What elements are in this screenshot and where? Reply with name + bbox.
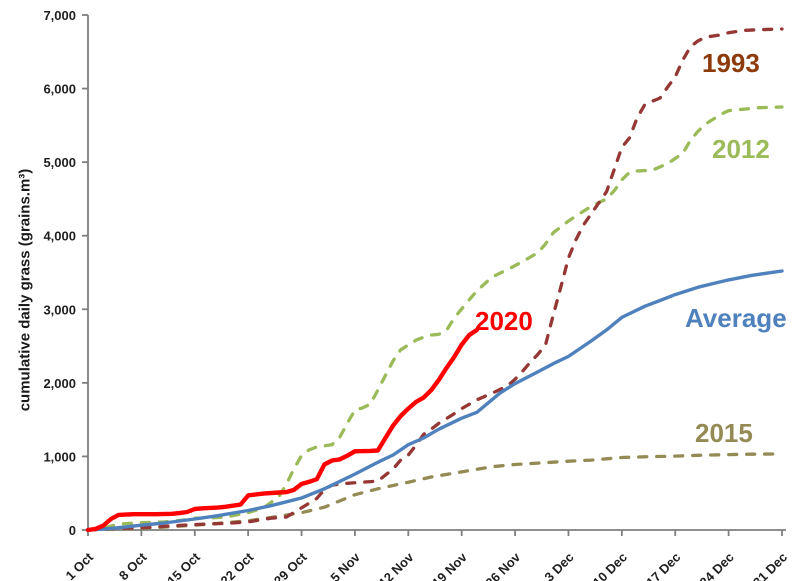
x-tick-label: 29 Oct [271,549,310,581]
x-tick-label: 19 Nov [429,549,470,581]
x-tick-label: 10 Dec [590,550,630,581]
series-label-1993: 1993 [702,48,760,78]
x-tick-label: 26 Nov [482,549,523,581]
x-tick-label: 5 Nov [327,549,363,581]
series-label-2020: 2020 [475,306,533,336]
axes-lines [87,15,786,531]
y-tick-label: 2,000 [43,376,76,391]
series-line-2020 [85,327,480,533]
x-tick-label: 8 Oct [116,549,150,581]
y-tick-label: 4,000 [43,229,76,244]
x-tick-label: 24 Dec [696,550,736,581]
series-label-2012: 2012 [712,134,770,164]
x-tick-label: 12 Nov [376,549,417,581]
x-tick-label: 17 Dec [643,550,683,581]
y-axis: 0 1,000 2,000 3,000 4,000 5,000 6,000 7,000 [43,8,88,538]
y-tick-label: 0 [69,523,76,538]
x-tick-label: 3 Dec [541,550,576,581]
y-tick-label: 3,000 [43,302,76,317]
y-tick-label: 5,000 [43,155,76,170]
series-line-average [86,269,784,532]
y-tick-label: 6,000 [43,82,76,97]
y-tick-label: 7,000 [43,8,76,23]
series-line-2012 [86,105,784,532]
x-tick-label: 15 Oct [164,549,203,581]
x-tick-label: 22 Oct [218,549,257,581]
x-tick-label: 1 Oct [63,549,97,581]
series-label-2015: 2015 [695,418,753,448]
series-line-1993 [86,27,784,532]
series-label-average: Average [685,303,787,333]
x-axis: 1 Oct 8 Oct 15 Oct 22 Oct 29 Oct 5 Nov 12 Nov 1… [63,530,790,581]
x-tick-label: 31 Dec [750,550,790,581]
y-tick-label: 1,000 [43,449,76,464]
